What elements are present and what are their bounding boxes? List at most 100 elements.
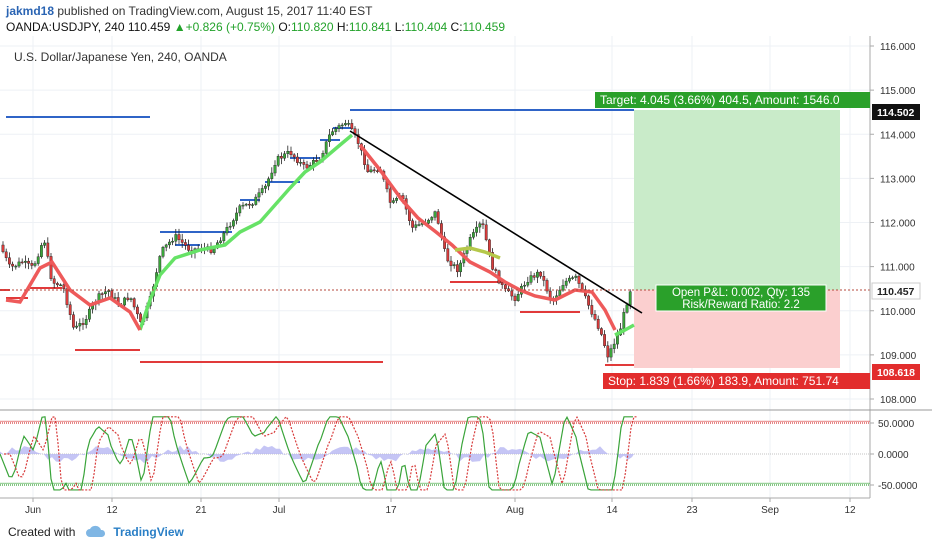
date-tick-label: 12 xyxy=(106,505,118,516)
candle-body xyxy=(523,284,527,287)
candle-body xyxy=(350,123,354,129)
target-price: 114.502 xyxy=(877,107,915,119)
candle-body xyxy=(526,282,530,286)
candle-body xyxy=(456,264,459,273)
candle-body xyxy=(30,263,34,266)
candle-body xyxy=(475,226,478,233)
candle-body xyxy=(388,188,392,203)
chart-title: U.S. Dollar/Japanese Yen, 240, OANDA xyxy=(14,50,227,64)
tradingview-logo-text[interactable]: TradingView xyxy=(113,525,184,539)
candle-body xyxy=(20,261,24,264)
price-chart[interactable]: 116.000 115.000 114.000 113.000 112.000 111.0… xyxy=(0,36,932,522)
candle-body xyxy=(392,200,395,203)
candle-body xyxy=(251,204,254,206)
candle-body xyxy=(430,217,434,221)
candle-body xyxy=(289,151,293,156)
price-tick-label: 115.000 xyxy=(880,86,916,97)
candle-body xyxy=(52,278,56,284)
candle-body xyxy=(219,240,222,243)
published-text: published on TradingView.com, August 15,… xyxy=(57,4,373,18)
candle-body xyxy=(369,169,373,173)
candle-body xyxy=(488,239,491,253)
candle-body xyxy=(580,283,584,290)
stop-label-box[interactable] xyxy=(603,373,870,389)
footer: Created with TradingView xyxy=(8,525,184,539)
candle-body xyxy=(283,153,286,159)
close-label: C: xyxy=(450,20,463,34)
low-label: L: xyxy=(394,20,405,34)
osc-tick-label: 50.0000 xyxy=(878,419,915,430)
candle-body xyxy=(484,224,488,241)
created-with-text: Created with xyxy=(8,525,76,539)
candle-body xyxy=(225,226,229,234)
candle-body xyxy=(7,257,11,265)
candle-body xyxy=(167,241,171,246)
stop-price: 108.618 xyxy=(877,367,915,379)
date-tick-label: 12 xyxy=(844,505,856,516)
candle-body xyxy=(347,123,350,125)
candle-body xyxy=(561,285,565,291)
candle-body xyxy=(609,348,613,358)
candles xyxy=(1,119,632,363)
candle-body xyxy=(65,288,69,305)
candle-body xyxy=(596,318,600,329)
candle-body xyxy=(331,131,334,136)
low-value: 110.404 xyxy=(404,20,448,34)
candle-body xyxy=(376,170,379,172)
open-label: O: xyxy=(278,20,291,34)
candle-body xyxy=(62,284,66,289)
close-value: 110.459 xyxy=(462,20,506,34)
candle-body xyxy=(545,280,549,292)
candle-body xyxy=(356,134,360,144)
candle-body xyxy=(446,248,450,262)
publisher-line: jakmd18 published on TradingView.com, Au… xyxy=(6,4,372,18)
candle-body xyxy=(139,313,142,322)
date-tick-label: 17 xyxy=(385,505,397,516)
candle-body xyxy=(315,160,318,162)
candle-body xyxy=(414,224,418,228)
candle-body xyxy=(14,265,18,268)
candle-body xyxy=(587,295,591,306)
candle-body xyxy=(228,225,232,228)
candle-body xyxy=(59,284,63,287)
target-zone[interactable] xyxy=(634,110,840,290)
date-tick-label: 14 xyxy=(606,505,618,516)
candle-body xyxy=(123,297,127,306)
candle-body xyxy=(568,277,571,282)
candle-body xyxy=(267,178,270,187)
candle-body xyxy=(161,247,165,257)
osc-tick-label: -50.0000 xyxy=(878,481,918,492)
candle-body xyxy=(366,164,370,173)
trailing-stop-up xyxy=(614,323,635,337)
candle-body xyxy=(27,260,30,264)
author-link[interactable]: jakmd18 xyxy=(6,4,55,18)
symbol[interactable]: OANDA:USDJPY, 240 xyxy=(6,20,125,34)
candle-body xyxy=(241,204,245,207)
candle-body xyxy=(264,185,267,189)
date-tick-label: Aug xyxy=(506,505,524,516)
candle-body xyxy=(472,232,475,238)
candle-body xyxy=(107,290,111,292)
high-value: 110.841 xyxy=(348,20,392,34)
candle-body xyxy=(628,291,632,306)
oscillator-pane[interactable] xyxy=(0,415,870,491)
candle-body xyxy=(158,256,162,273)
price-tick-label: 113.000 xyxy=(880,174,916,185)
candle-body xyxy=(33,263,37,266)
candle-body xyxy=(616,334,619,345)
date-tick-label: 23 xyxy=(686,505,698,516)
rr-label: Risk/Reward Ratio: 2.2 xyxy=(682,299,800,311)
candle-body xyxy=(417,224,421,226)
candle-body xyxy=(1,244,5,253)
candle-body xyxy=(36,256,40,264)
candle-body xyxy=(452,264,456,266)
osc-histogram xyxy=(0,445,634,463)
candle-body xyxy=(260,188,264,193)
pnl-label-box[interactable] xyxy=(655,284,827,312)
candle-body xyxy=(500,282,504,285)
candle-body xyxy=(135,306,139,315)
trend-line[interactable] xyxy=(349,130,643,314)
target-label-box[interactable] xyxy=(595,92,870,108)
candle-body xyxy=(235,212,238,221)
candle-body xyxy=(171,240,174,243)
